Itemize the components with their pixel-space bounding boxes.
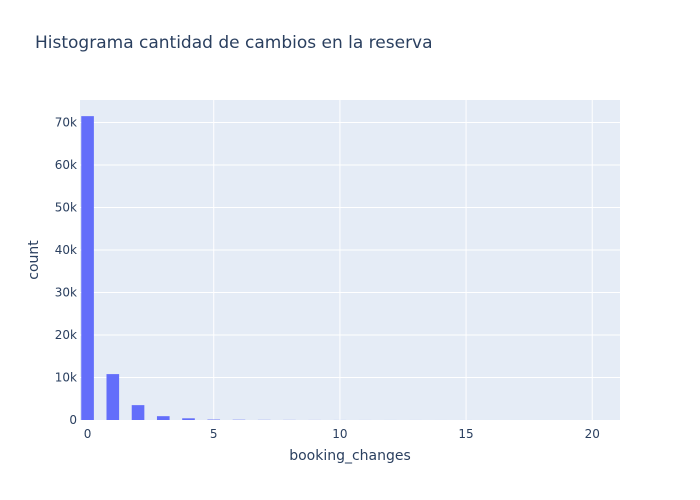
x-tick-label: 15	[458, 427, 473, 441]
y-tick-labels: 0 10k 20k 30k 40k 50k 60k 70k	[55, 116, 77, 427]
x-tick-label: 20	[585, 427, 600, 441]
histogram-bar	[156, 416, 170, 420]
chart-title: Histograma cantidad de cambios en la res…	[35, 33, 433, 53]
y-tick-label: 20k	[55, 328, 77, 342]
histogram-bar	[106, 374, 120, 420]
y-tick-label: 50k	[55, 201, 77, 215]
x-axis-title: booking_changes	[289, 448, 411, 464]
histogram-bar	[182, 418, 195, 420]
y-tick-label: 0	[69, 413, 77, 427]
x-tick-labels: 0 5 10 15 20	[84, 427, 600, 441]
y-tick-label: 10k	[55, 371, 77, 385]
y-tick-label: 60k	[55, 158, 77, 172]
histogram-bar	[131, 405, 145, 420]
y-tick-label: 40k	[55, 243, 77, 257]
plot-area	[80, 100, 620, 420]
y-tick-label: 30k	[55, 286, 77, 300]
x-tick-label: 0	[84, 427, 92, 441]
x-tick-label: 5	[210, 427, 218, 441]
y-tick-label: 70k	[55, 116, 77, 130]
y-axis-title: count	[26, 240, 42, 280]
x-tick-label: 10	[332, 427, 347, 441]
bars	[81, 116, 599, 420]
grid-lines	[80, 100, 620, 420]
histogram-bar	[81, 116, 94, 420]
